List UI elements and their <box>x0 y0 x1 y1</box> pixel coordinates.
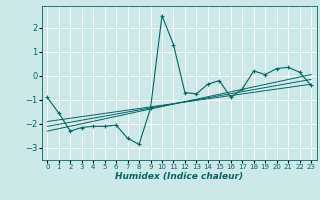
X-axis label: Humidex (Indice chaleur): Humidex (Indice chaleur) <box>115 172 243 181</box>
